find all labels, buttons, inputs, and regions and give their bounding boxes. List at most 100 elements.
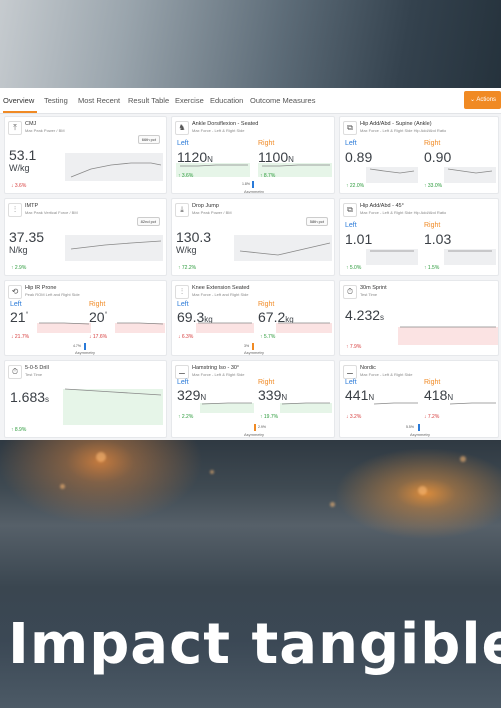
right-value: 1.03	[424, 231, 452, 247]
stopwatch-icon: ⏱	[343, 285, 357, 299]
metric-unit: W/kg	[9, 163, 30, 173]
actions-label: Actions	[476, 97, 497, 103]
change-indicator: ↓ 3.6%	[11, 183, 27, 189]
card-cmj[interactable]: ⤒ CMJ Max Peak Power / BM 66th pct 53.1 …	[4, 116, 167, 194]
card-ankle-dorsiflexion[interactable]: ♞ Ankle Dorsiflexion - Seated Max Force …	[171, 116, 335, 194]
left-value: 329N	[177, 387, 207, 403]
stopwatch-icon: ⏱	[8, 365, 22, 379]
rotation-icon: ⟲	[8, 285, 22, 299]
tab-outcome-measures[interactable]: Outcome Measures	[250, 96, 316, 105]
right-label: Right	[258, 140, 275, 147]
trend-chart	[63, 388, 163, 425]
trend-chart	[366, 249, 496, 265]
change-indicator: ↑ 7.9%	[346, 344, 362, 350]
card-title: Ankle Dorsiflexion - Seated	[192, 121, 259, 127]
metric-value: 130.3	[176, 229, 212, 245]
tab-result-table[interactable]: Result Table	[128, 96, 170, 105]
hamstring-icon: ⚊	[175, 365, 189, 379]
bokeh-light	[330, 502, 335, 507]
bokeh-light	[60, 484, 65, 489]
card-subtitle: Max Peak Power / BM	[192, 210, 232, 215]
left-value: 0.89	[345, 149, 373, 165]
change-indicator: ↑ 2.9%	[11, 265, 27, 271]
card-subtitle: Max Peak Vertical Force / BM	[25, 210, 78, 215]
card-subtitle: Max Peak Power / BM	[25, 128, 65, 133]
card-subtitle: Max Force - Left & Right Side	[192, 128, 245, 133]
right-value: 20°	[89, 309, 108, 325]
right-change: ↑ 8.7%	[260, 173, 276, 179]
tab-overview[interactable]: Overview	[3, 96, 35, 105]
asymmetry-label: Asymmetry	[244, 432, 264, 437]
card-subtitle: Max Force - Left & Right Side Hip Add/Ab…	[360, 128, 447, 133]
asymmetry-bar	[252, 343, 254, 350]
test-cards-grid: ⤒ CMJ Max Peak Power / BM 66th pct 53.1 …	[0, 114, 501, 440]
card-imtp[interactable]: ⫶ IMTP Max Peak Vertical Force / BM 82nd…	[4, 198, 167, 276]
right-value: 1100N	[258, 149, 294, 165]
tab-testing[interactable]: Testing	[44, 96, 68, 105]
card-title: 30m Sprint	[360, 285, 387, 291]
bokeh-light	[460, 456, 466, 462]
card-drop-jump[interactable]: ⤓ Drop Jump Max Peak Power / BM 58th pct…	[171, 198, 335, 276]
tab-education[interactable]: Education	[210, 96, 244, 105]
card-hamstring-iso[interactable]: ⚊ Hamstring Iso - 30° Max Force - Left &…	[171, 360, 335, 438]
trend-chart	[65, 235, 163, 261]
card-subtitle: Test Time	[25, 372, 43, 377]
left-change: ↓ 6.3%	[178, 334, 194, 340]
metric-value: 1.683s	[10, 389, 50, 405]
trend-chart	[176, 163, 332, 177]
right-change: ↓ 17.6%	[89, 334, 108, 340]
card-title: Drop Jump	[192, 203, 219, 209]
card-hip-add-abd-supine[interactable]: ⧉ Hip Add/Abd - Supine (Ankle) Max Force…	[339, 116, 499, 194]
hip-icon: ⧉	[343, 121, 357, 135]
bokeh-light	[418, 486, 427, 495]
card-subtitle: Max Force - Left & Right Side	[192, 372, 245, 377]
card-5-0-5-drill[interactable]: ⏱ 5-0-5 Drill Test Time 1.683s ↑ 8.9%	[4, 360, 167, 438]
right-change: ↑ 33.0%	[424, 183, 443, 189]
card-knee-extension[interactable]: ⫶ Knee Extension Seated Max Force - Left…	[171, 280, 335, 356]
background-top-gradient	[0, 0, 501, 90]
left-label: Left	[177, 379, 189, 386]
card-hip-ir-prone[interactable]: ⟲ Hip IR Prone Peak ROM Left and Right S…	[4, 280, 167, 356]
dashboard-panel: Overview Testing Most Recent Result Tabl…	[0, 88, 501, 440]
tab-exercise[interactable]: Exercise	[175, 96, 204, 105]
card-subtitle: Peak ROM Left and Right Side	[25, 292, 80, 297]
chevron-down-icon: ⌄	[470, 97, 476, 103]
hip-icon: ⧉	[343, 203, 357, 217]
card-title: Nordic	[360, 365, 376, 371]
actions-button[interactable]: ⌄ Actions	[464, 91, 501, 109]
trend-chart	[366, 167, 496, 183]
right-label: Right	[424, 222, 441, 229]
left-change: ↑ 2.2%	[178, 414, 194, 420]
card-nordic[interactable]: ⚊ Nordic Max Force - Left & Right Side L…	[339, 360, 499, 438]
left-value: 1.01	[345, 231, 373, 247]
background-bokeh-photo	[0, 440, 501, 708]
tab-most-recent[interactable]: Most Recent	[78, 96, 121, 105]
right-value: 0.90	[424, 149, 452, 165]
asymmetry-bar	[418, 424, 420, 431]
asymmetry-label: Asymmetry	[244, 189, 264, 194]
right-change: ↑ 19.7%	[260, 414, 279, 420]
asymmetry-bar	[254, 424, 256, 431]
card-subtitle: Test Time	[360, 292, 378, 297]
left-label: Left	[345, 379, 357, 386]
left-label: Left	[177, 301, 189, 308]
right-label: Right	[424, 140, 441, 147]
asymmetry-label: Asymmetry	[244, 350, 264, 355]
left-value: 1120N	[177, 149, 213, 165]
left-change: ↑ 3.6%	[178, 173, 194, 179]
left-change: ↑ 22.0%	[346, 183, 365, 189]
trend-chart	[196, 322, 332, 333]
right-label: Right	[89, 301, 106, 308]
bokeh-light	[96, 452, 106, 462]
active-tab-indicator	[3, 111, 37, 113]
left-label: Left	[177, 140, 189, 147]
card-hip-add-abd-45[interactable]: ⧉ Hip Add/Abd - 45° Max Force - Left & R…	[339, 198, 499, 276]
percentile-badge: 58th pct	[305, 217, 328, 226]
left-value: 441N	[345, 387, 375, 403]
jump-icon: ⤒	[8, 121, 22, 135]
trend-chart	[65, 153, 163, 181]
card-30m-sprint[interactable]: ⏱ 30m Sprint Test Time 4.232s ↑ 7.9%	[339, 280, 499, 356]
right-label: Right	[424, 379, 441, 386]
asymmetry-label: Asymmetry	[75, 350, 95, 355]
nordic-icon: ⚊	[343, 365, 357, 379]
